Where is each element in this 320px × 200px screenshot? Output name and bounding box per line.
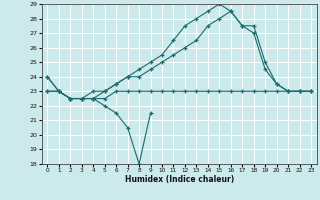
X-axis label: Humidex (Indice chaleur): Humidex (Indice chaleur): [124, 175, 234, 184]
